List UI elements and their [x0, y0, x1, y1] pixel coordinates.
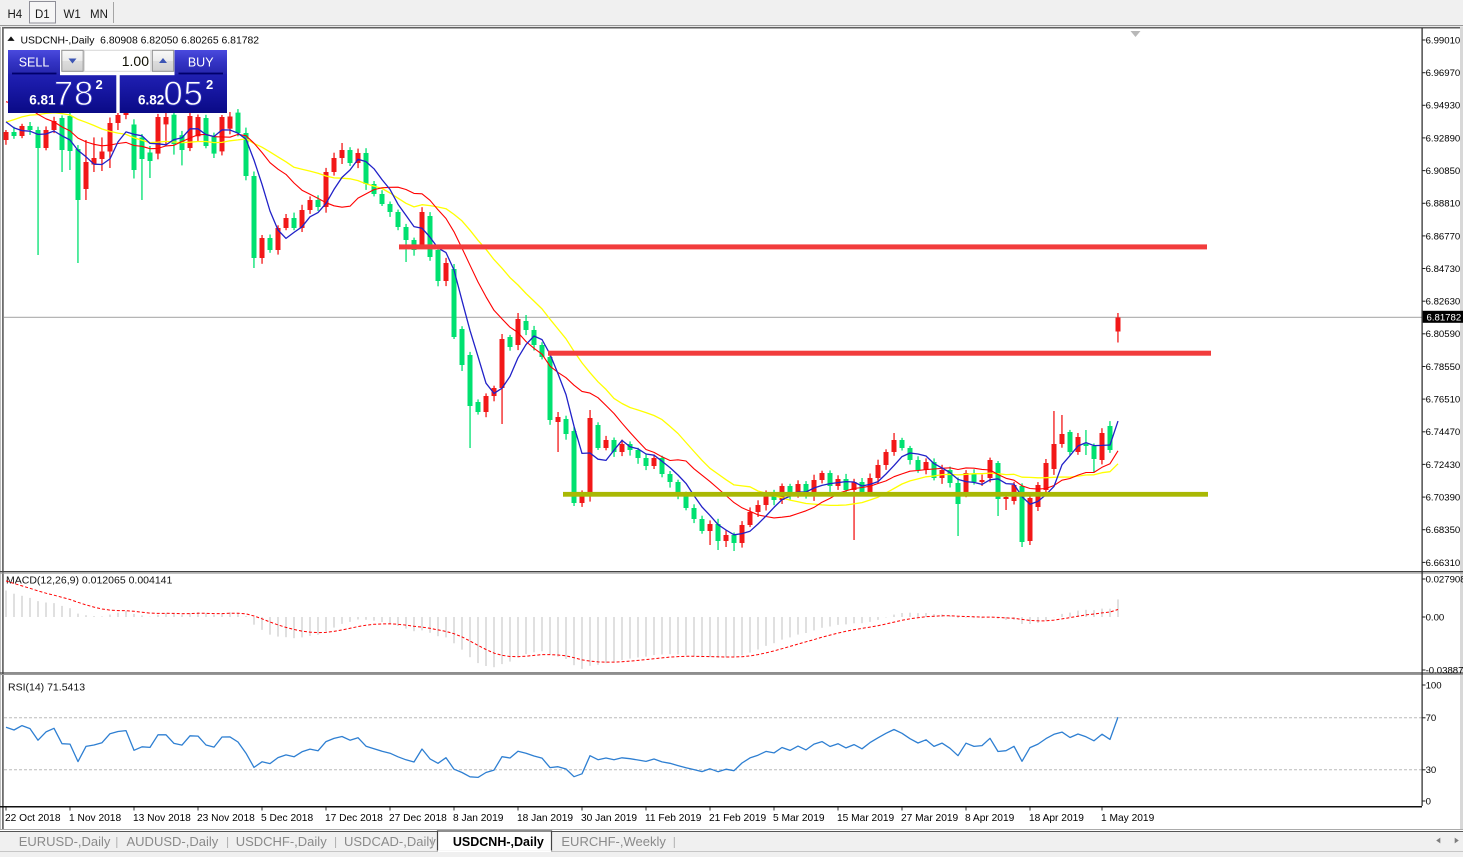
- svg-text:USDCHF-,Daily: USDCHF-,Daily: [236, 834, 328, 849]
- svg-text:78: 78: [54, 75, 94, 113]
- svg-text:2: 2: [206, 77, 213, 92]
- svg-text:AUDUSD-,Daily: AUDUSD-,Daily: [127, 834, 219, 849]
- svg-text:2: 2: [96, 77, 103, 92]
- svg-text:1 May 2019: 1 May 2019: [1101, 813, 1155, 824]
- svg-text:18 Apr 2019: 18 Apr 2019: [1029, 813, 1084, 824]
- svg-text:70: 70: [1426, 713, 1437, 724]
- svg-text:6.80590: 6.80590: [1426, 329, 1461, 340]
- svg-text:0.00: 0.00: [1426, 612, 1445, 623]
- svg-text:5 Dec 2018: 5 Dec 2018: [261, 813, 313, 824]
- svg-text:6.68350: 6.68350: [1426, 525, 1461, 536]
- svg-text:|: |: [673, 835, 676, 849]
- svg-text:SELL: SELL: [19, 55, 50, 69]
- svg-text:6.70390: 6.70390: [1426, 493, 1461, 504]
- svg-text:6.88810: 6.88810: [1426, 199, 1461, 210]
- svg-text:EURUSD-,Daily: EURUSD-,Daily: [19, 834, 111, 849]
- svg-text:100: 100: [1426, 680, 1442, 691]
- svg-text:6.81782: 6.81782: [1427, 312, 1462, 323]
- svg-text:USDCNH-,Daily: USDCNH-,Daily: [453, 835, 544, 849]
- svg-text:27 Dec 2018: 27 Dec 2018: [389, 813, 447, 824]
- svg-text:EURCHF-,Weekly: EURCHF-,Weekly: [561, 834, 666, 849]
- svg-text:6.82: 6.82: [138, 93, 164, 108]
- svg-text:|: |: [115, 835, 118, 849]
- svg-text:6.82630: 6.82630: [1426, 297, 1461, 308]
- svg-text:5 Mar 2019: 5 Mar 2019: [773, 813, 825, 824]
- svg-text:6.74470: 6.74470: [1426, 427, 1461, 438]
- svg-text:0: 0: [1426, 796, 1431, 807]
- svg-text:23 Nov 2018: 23 Nov 2018: [197, 813, 255, 824]
- svg-text:6.72430: 6.72430: [1426, 460, 1461, 471]
- svg-text:6.78550: 6.78550: [1426, 362, 1461, 373]
- svg-text:|: |: [431, 835, 434, 849]
- svg-text:W1: W1: [64, 9, 81, 21]
- svg-text:|: |: [334, 835, 337, 849]
- svg-text:8 Apr 2019: 8 Apr 2019: [965, 813, 1015, 824]
- svg-text:6.94930: 6.94930: [1426, 101, 1461, 112]
- svg-text:8 Jan 2019: 8 Jan 2019: [453, 813, 504, 824]
- svg-text:1.00: 1.00: [122, 53, 149, 69]
- svg-text:22 Oct 2018: 22 Oct 2018: [5, 813, 61, 824]
- svg-text:17 Dec 2018: 17 Dec 2018: [325, 813, 383, 824]
- svg-text:BUY: BUY: [188, 55, 214, 69]
- svg-text:0.027908: 0.027908: [1426, 574, 1463, 585]
- svg-text:6.99010: 6.99010: [1426, 35, 1461, 46]
- svg-text:6.76510: 6.76510: [1426, 395, 1461, 406]
- svg-text:6.84730: 6.84730: [1426, 264, 1461, 275]
- svg-text:6.92890: 6.92890: [1426, 133, 1461, 144]
- svg-text:6.86770: 6.86770: [1426, 231, 1461, 242]
- svg-text:USDCAD-,Daily: USDCAD-,Daily: [344, 834, 436, 849]
- svg-text:30: 30: [1426, 765, 1437, 776]
- svg-text:21 Feb 2019: 21 Feb 2019: [709, 813, 767, 824]
- svg-text:6.96970: 6.96970: [1426, 68, 1461, 79]
- svg-text:RSI(14) 71.5413: RSI(14) 71.5413: [8, 682, 85, 694]
- svg-text:USDCNH-,Daily 6.80908 6.82050: USDCNH-,Daily 6.80908 6.82050 6.80265 6.…: [21, 35, 260, 46]
- svg-text:18 Jan 2019: 18 Jan 2019: [517, 813, 573, 824]
- svg-text:6.90850: 6.90850: [1426, 166, 1461, 177]
- svg-text:MN: MN: [90, 9, 108, 21]
- svg-text:H4: H4: [8, 9, 23, 21]
- svg-text:6.81: 6.81: [29, 93, 56, 108]
- svg-text:6.66310: 6.66310: [1426, 558, 1461, 569]
- svg-text:MACD(12,26,9) 0.012065 0.00414: MACD(12,26,9) 0.012065 0.004141: [6, 575, 173, 587]
- svg-text:1 Nov 2018: 1 Nov 2018: [69, 813, 121, 824]
- svg-text:11 Feb 2019: 11 Feb 2019: [645, 813, 702, 824]
- svg-text:27 Mar 2019: 27 Mar 2019: [901, 813, 959, 824]
- svg-text:05: 05: [164, 75, 204, 113]
- svg-text:15 Mar 2019: 15 Mar 2019: [837, 813, 895, 824]
- svg-text:D1: D1: [35, 9, 50, 21]
- svg-text:30 Jan 2019: 30 Jan 2019: [581, 813, 637, 824]
- svg-text:|: |: [226, 835, 229, 849]
- svg-text:13 Nov 2018: 13 Nov 2018: [133, 813, 191, 824]
